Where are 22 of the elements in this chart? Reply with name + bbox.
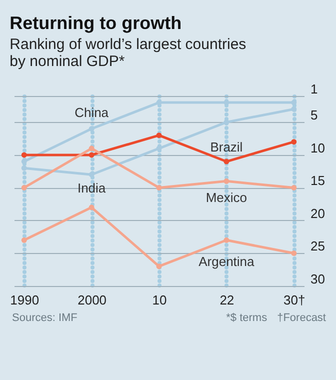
chart-title: Returning to growth (10, 13, 182, 33)
y-tick-label: 5 (310, 108, 318, 123)
series-label: India (77, 180, 106, 196)
y-tick-label: 20 (310, 206, 325, 221)
chart-subtitle: Ranking of world’s largest countries by nominal GDP* (10, 36, 246, 70)
text: †Forecast (277, 312, 326, 324)
x-tick-label: 1990 (10, 292, 40, 308)
series-label: China (74, 104, 110, 120)
x-tick-label: 22 (220, 292, 234, 308)
text: *$ terms (226, 312, 268, 324)
y-tick-label: 10 (310, 140, 325, 156)
x-tick-label: 30† (284, 292, 306, 308)
y-tick-label: 25 (310, 238, 325, 254)
y-tick-label: 30 (310, 272, 325, 286)
source-note: Sources: IMF (12, 312, 78, 324)
y-tick-label: 15 (310, 173, 325, 188)
x-tick-label: 10 (152, 292, 167, 308)
series-label: Brazil (210, 140, 243, 155)
x-tick-label: 2000 (78, 292, 107, 308)
series-label: Mexico (206, 190, 248, 206)
y-tick-label: 1 (310, 82, 318, 96)
series-label: Argentina (198, 254, 256, 270)
